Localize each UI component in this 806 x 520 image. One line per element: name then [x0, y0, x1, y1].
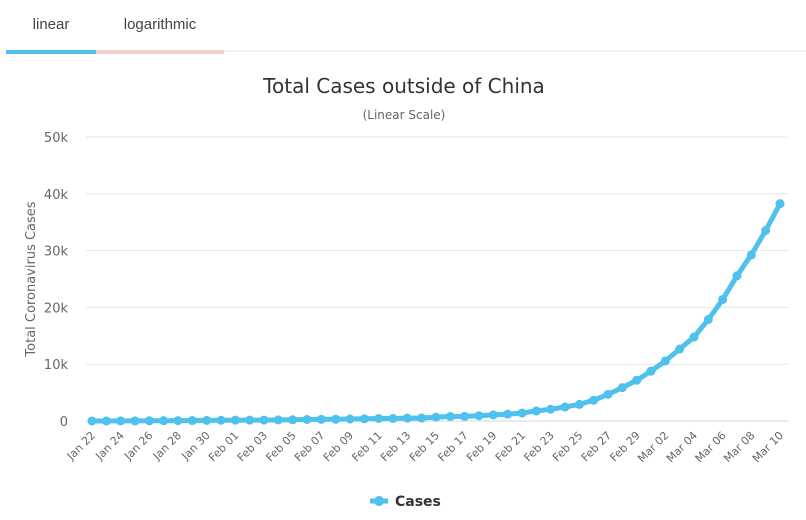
- y-gridlines: [86, 136, 788, 422]
- data-point[interactable]: [632, 375, 642, 385]
- x-tick-label: Feb 01: [206, 429, 241, 464]
- data-point[interactable]: [359, 414, 369, 424]
- legend-item-cases[interactable]: Cases: [370, 494, 441, 510]
- data-point[interactable]: [546, 404, 556, 414]
- tab-bar-divider: [224, 50, 806, 52]
- data-point[interactable]: [130, 416, 140, 426]
- data-point[interactable]: [202, 415, 212, 425]
- data-point[interactable]: [531, 406, 541, 416]
- data-point[interactable]: [646, 366, 656, 376]
- data-point[interactable]: [746, 250, 756, 260]
- data-point[interactable]: [775, 199, 785, 209]
- data-point[interactable]: [617, 383, 627, 393]
- x-tick-label: Jan 22: [64, 429, 98, 463]
- data-point[interactable]: [517, 408, 527, 418]
- data-point[interactable]: [273, 415, 283, 425]
- chart-subtitle: (Linear Scale): [363, 108, 446, 122]
- data-point[interactable]: [101, 416, 111, 426]
- data-point[interactable]: [116, 416, 126, 426]
- y-tick-label: 30k: [44, 245, 69, 260]
- x-tick-label: Feb 27: [579, 429, 614, 464]
- data-point[interactable]: [87, 416, 97, 426]
- data-point[interactable]: [316, 414, 326, 424]
- x-tick-label: Feb 03: [235, 429, 270, 464]
- data-point[interactable]: [574, 399, 584, 409]
- y-axis-ticks: 0 10k 20k 30k 40k 50k: [44, 131, 69, 430]
- x-tick-label: Feb 05: [263, 429, 298, 464]
- tab-linear[interactable]: linear: [6, 0, 96, 54]
- data-point[interactable]: [474, 411, 484, 421]
- x-tick-label: Mar 04: [664, 429, 700, 465]
- data-point[interactable]: [689, 332, 699, 342]
- data-point[interactable]: [460, 411, 470, 421]
- data-point[interactable]: [488, 410, 498, 420]
- x-tick-label: Jan 26: [121, 429, 155, 463]
- x-tick-label: Feb 09: [321, 429, 356, 464]
- data-point[interactable]: [589, 395, 599, 405]
- series-line: [89, 201, 783, 424]
- data-point[interactable]: [417, 413, 427, 423]
- data-point[interactable]: [675, 344, 685, 354]
- x-tick-label: Feb 07: [292, 429, 327, 464]
- legend-marker-icon: [374, 496, 384, 506]
- x-tick-label: Mar 06: [693, 429, 729, 465]
- data-point[interactable]: [288, 415, 298, 425]
- tab-logarithmic[interactable]: logarithmic: [96, 0, 224, 54]
- series-cases[interactable]: [87, 199, 785, 426]
- data-point[interactable]: [302, 414, 312, 424]
- x-tick-label: Feb 19: [464, 429, 499, 464]
- x-tick-label: Feb 15: [407, 429, 442, 464]
- data-point[interactable]: [388, 413, 398, 423]
- data-point[interactable]: [159, 416, 169, 426]
- chart-title: Total Cases outside of China: [262, 74, 545, 98]
- data-point[interactable]: [230, 415, 240, 425]
- data-point[interactable]: [173, 416, 183, 426]
- data-point[interactable]: [245, 415, 255, 425]
- y-axis-label: Total Coronavirus Cases: [24, 201, 39, 357]
- x-tick-label: Feb 13: [378, 429, 413, 464]
- legend-label: Cases: [395, 494, 441, 510]
- data-point[interactable]: [345, 414, 355, 424]
- y-tick-label: 50k: [44, 131, 69, 146]
- data-point[interactable]: [144, 416, 154, 426]
- data-point[interactable]: [374, 413, 384, 423]
- x-tick-label: Mar 08: [721, 429, 757, 465]
- data-point[interactable]: [187, 416, 197, 426]
- data-point[interactable]: [660, 356, 670, 366]
- data-point[interactable]: [718, 294, 728, 304]
- data-point[interactable]: [331, 414, 341, 424]
- y-tick-label: 0: [60, 415, 68, 430]
- x-tick-label: Jan 24: [93, 429, 127, 463]
- x-tick-label: Feb 23: [521, 429, 556, 464]
- data-point[interactable]: [560, 402, 570, 412]
- x-tick-label: Mar 02: [635, 429, 671, 465]
- x-tick-label: Jan 30: [179, 429, 213, 463]
- x-tick-label: Feb 21: [493, 429, 528, 464]
- x-tick-label: Feb 17: [435, 429, 470, 464]
- data-point[interactable]: [402, 413, 412, 423]
- data-point[interactable]: [732, 271, 742, 281]
- data-point[interactable]: [703, 314, 713, 324]
- x-tick-label: Feb 25: [550, 429, 585, 464]
- x-tick-label: Feb 11: [349, 429, 384, 464]
- y-tick-label: 40k: [44, 188, 69, 203]
- data-point[interactable]: [503, 409, 513, 419]
- scale-tabs: linear logarithmic: [6, 0, 806, 54]
- y-tick-label: 20k: [44, 301, 69, 316]
- data-point[interactable]: [603, 389, 613, 399]
- y-tick-label: 10k: [44, 358, 69, 373]
- data-point[interactable]: [761, 225, 771, 235]
- x-tick-label: Jan 28: [150, 429, 184, 463]
- data-point[interactable]: [216, 415, 226, 425]
- data-point[interactable]: [259, 415, 269, 425]
- data-point[interactable]: [431, 412, 441, 422]
- x-tick-label: Mar 10: [750, 429, 786, 465]
- data-point[interactable]: [445, 411, 455, 421]
